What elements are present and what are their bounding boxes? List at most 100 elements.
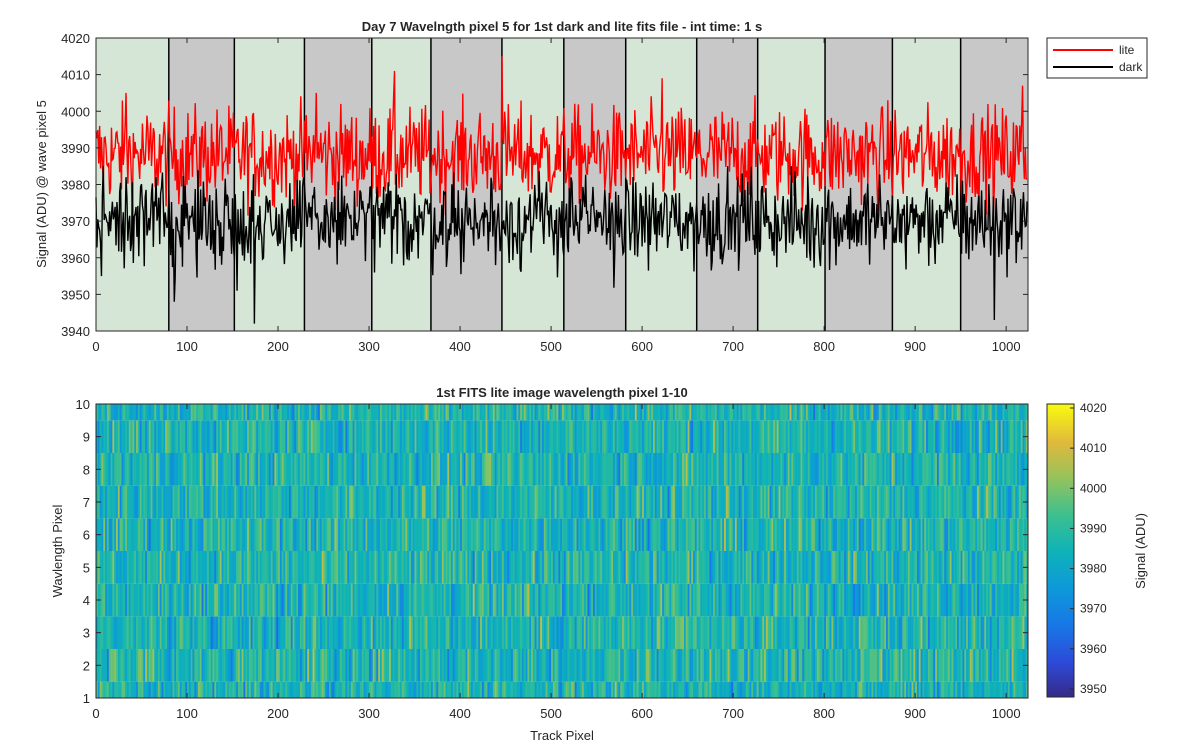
heatmap-cell	[707, 485, 710, 519]
heatmap-cell	[813, 616, 816, 649]
heatmap-cell	[483, 551, 486, 584]
heatmap-cell	[964, 681, 967, 698]
heatmap-cell	[192, 420, 195, 453]
heatmap-cell	[321, 649, 324, 682]
heatmap-cell	[203, 404, 206, 421]
heatmap-cell	[785, 485, 789, 519]
heatmap-cell	[478, 404, 481, 421]
heatmap-cell	[369, 649, 372, 682]
heatmap-cell	[929, 583, 932, 617]
heatmap-cell	[199, 453, 202, 486]
heatmap-cell	[822, 518, 825, 551]
heatmap-cell	[239, 420, 243, 453]
heatmap-cell	[287, 453, 290, 486]
heatmap-cell	[840, 518, 843, 551]
heatmap-cell	[279, 404, 283, 421]
heatmap-cell	[190, 681, 193, 698]
heatmap-cell	[614, 485, 618, 519]
heatmap-cell	[645, 485, 648, 519]
heatmap-cell	[680, 583, 683, 617]
heatmap-cell	[398, 518, 401, 551]
heatmap-cell	[503, 518, 506, 551]
heatmap-cell	[447, 485, 450, 519]
heatmap-cell	[518, 551, 521, 584]
heatmap-cell	[809, 681, 812, 698]
heatmap-cell	[319, 649, 323, 682]
heatmap-cell	[243, 518, 246, 551]
heatmap-cell	[421, 518, 425, 551]
heatmap-cell	[511, 420, 514, 453]
heatmap-cell	[407, 485, 410, 519]
heatmap-cell	[973, 453, 976, 486]
heatmap-cell	[248, 453, 252, 486]
heatmap-cell	[185, 420, 188, 453]
heatmap-cell	[427, 404, 430, 421]
heatmap-cell	[891, 518, 894, 551]
heatmap-cell	[583, 616, 587, 649]
heatmap-cell	[237, 551, 241, 584]
heatmap-cell	[108, 518, 111, 551]
heatmap-cell	[560, 453, 563, 486]
heatmap-cell	[381, 551, 385, 584]
heatmap-cell	[467, 551, 470, 584]
heatmap-cell	[470, 453, 474, 486]
heatmap-cell	[605, 583, 608, 617]
heatmap-cell	[700, 681, 703, 698]
heatmap-cell	[106, 485, 110, 519]
heatmap-cell	[394, 649, 397, 682]
heatmap-cell	[188, 649, 192, 682]
heatmap-cell	[308, 518, 312, 551]
heatmap-cell	[858, 518, 861, 551]
x-tick-label: 300	[358, 339, 380, 354]
heatmap-cell	[642, 420, 645, 453]
heatmap-cell	[815, 616, 818, 649]
heatmap-cell	[310, 485, 314, 519]
heatmap-cell	[1000, 551, 1003, 584]
heatmap-cell	[154, 404, 157, 421]
heatmap-cell	[172, 420, 175, 453]
heatmap-cell	[136, 518, 139, 551]
heatmap-cell	[725, 616, 729, 649]
heatmap-cell	[867, 453, 871, 486]
heatmap-cell	[789, 583, 792, 617]
heatmap-cell	[531, 616, 534, 649]
heatmap-cell	[534, 616, 537, 649]
heatmap-cell	[649, 485, 652, 519]
heatmap-cell	[181, 681, 184, 698]
heatmap-cell	[216, 420, 219, 453]
heatmap-cell	[816, 583, 820, 617]
heatmap-cell	[714, 453, 718, 486]
heatmap-cell	[347, 485, 350, 519]
heatmap-cell	[880, 681, 883, 698]
heatmap-cell	[603, 453, 607, 486]
heatmap-cell	[793, 518, 796, 551]
heatmap-cell	[642, 616, 645, 649]
heatmap-cell	[736, 420, 739, 453]
heatmap-cell	[767, 681, 770, 698]
heatmap-cell	[432, 616, 435, 649]
heatmap-cell	[580, 485, 583, 519]
heatmap-cell	[998, 453, 1002, 486]
heatmap-cell	[625, 649, 628, 682]
heatmap-cell	[221, 551, 224, 584]
heatmap-cell	[674, 649, 678, 682]
heatmap-cell	[236, 583, 239, 617]
heatmap-cell	[452, 551, 455, 584]
heatmap-cell	[123, 420, 126, 453]
heatmap-cell	[569, 420, 572, 453]
heatmap-cell	[248, 649, 252, 682]
heatmap-cell	[771, 551, 774, 584]
heatmap-cell	[622, 453, 625, 486]
heatmap-cell	[256, 485, 259, 519]
heatmap-cell	[383, 518, 386, 551]
heatmap-cell	[236, 681, 239, 698]
heatmap-cell	[483, 420, 486, 453]
heatmap-cell	[638, 485, 641, 519]
heatmap-cell	[187, 453, 190, 486]
heatmap-cell	[997, 518, 1000, 551]
heatmap-cell	[591, 420, 594, 453]
heatmap-cell	[756, 681, 759, 698]
heatmap-cell	[612, 485, 616, 519]
heatmap-cell	[800, 616, 803, 649]
legend-box	[1046, 37, 1148, 79]
